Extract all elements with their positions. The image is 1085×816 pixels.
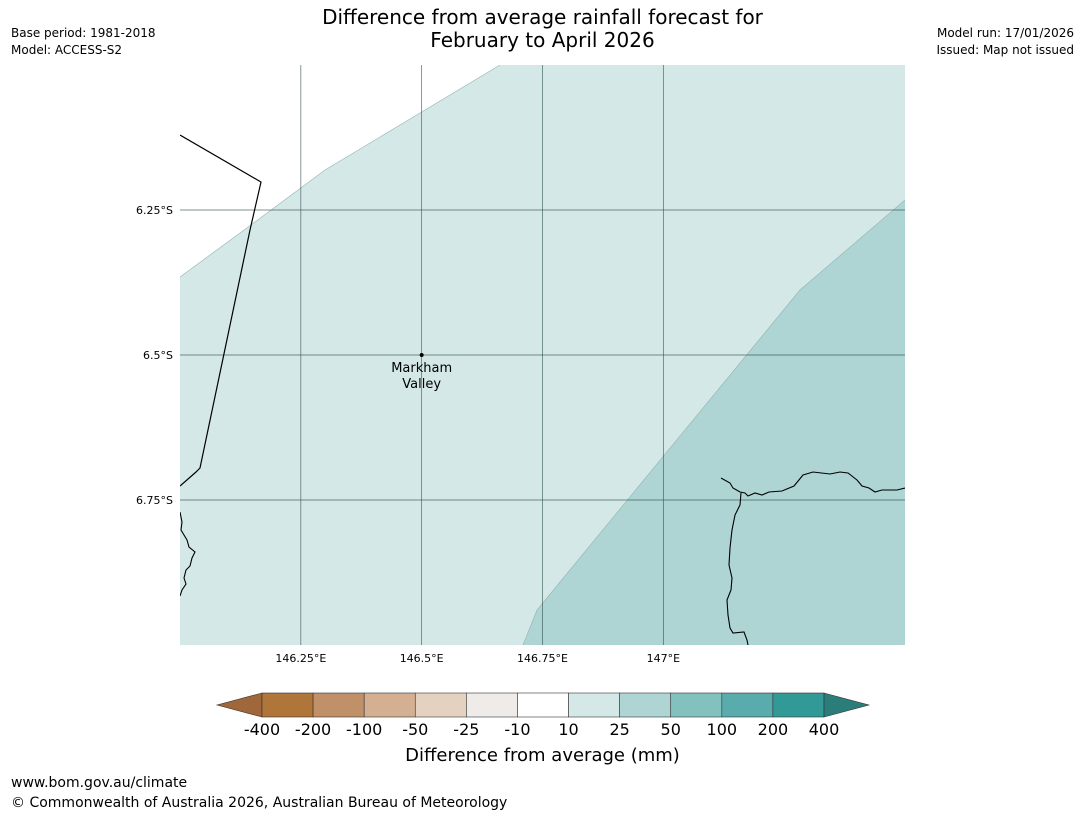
colorbar-segment-1	[312, 692, 365, 718]
location-label-line-1: Markham	[391, 361, 452, 376]
title-line-2: February to April 2026	[430, 28, 655, 52]
colorbar-segment-7	[619, 692, 672, 718]
river-line	[726, 492, 749, 645]
lon-tick-label-0: 146.25°E	[275, 652, 326, 665]
colorbar-label-7: 25	[609, 720, 630, 739]
lat-tick-label-2: 6.75°S	[136, 494, 173, 507]
colorbar-segment-4	[466, 692, 518, 718]
colorbar-label-11: 400	[808, 720, 840, 739]
colorbar-label-3: -50	[402, 720, 429, 739]
colorbar-label-9: 100	[706, 720, 738, 739]
coastline-east	[720, 471, 905, 497]
issued-text: Issued: Map not issued	[936, 43, 1074, 57]
colorbar-segment-9	[721, 692, 774, 718]
colorbar-label-10: 200	[757, 720, 789, 739]
colorbar-label-4: -25	[453, 720, 480, 739]
colorbar-segment-0	[261, 692, 314, 718]
lat-tick-label-0: 6.25°S	[136, 204, 173, 217]
meta-left: Base period: 1981-2018 Model: ACCESS-S2	[11, 25, 156, 59]
colorbar-label-2: -100	[346, 720, 383, 739]
colorbar-label-5: -10	[504, 720, 531, 739]
footer-copyright: © Commonwealth of Australia 2026, Austra…	[11, 795, 508, 811]
rainfall-zone-25-50	[523, 200, 905, 645]
colorbar-label-0: -400	[243, 720, 281, 739]
lon-tick-label-3: 147°E	[647, 652, 680, 665]
colorbar-label-1: -200	[294, 720, 332, 739]
lon-tick-label-2: 146.75°E	[517, 652, 568, 665]
meta-right: Model run: 17/01/2026 Issued: Map not is…	[936, 25, 1074, 59]
colorbar-segment-10	[772, 692, 825, 718]
title-line-1: Difference from average rainfall forecas…	[322, 5, 763, 29]
colorbar-segment-2	[363, 692, 416, 718]
colorbar-arrow-low	[215, 692, 263, 718]
location-label-line-2: Valley	[402, 377, 441, 392]
location-marker	[419, 353, 424, 357]
colorbar-arrow-high	[823, 692, 871, 718]
colorbar-segment-5	[517, 692, 569, 718]
lon-tick-label-1: 146.5°E	[400, 652, 444, 665]
colorbar-label-6: 10	[558, 720, 579, 739]
colorbar-caption: Difference from average (mm)	[405, 745, 680, 766]
colorbar-labels: -400 -200 -100 -50 -25 -10 10 25 50 100 200 400	[0, 720, 1085, 740]
axis-tick-labels: 6.25°S 6.5°S 6.75°S 146.25°E 146.5°E 146.75°E…	[136, 204, 680, 665]
colorbar-segment-3	[414, 692, 467, 718]
gridlines	[180, 65, 905, 645]
colorbar-segment-6	[568, 692, 620, 718]
model-run-text: Model run: 17/01/2026	[936, 26, 1074, 40]
zone-boundary-line-2	[522, 199, 905, 645]
province-border	[180, 134, 262, 487]
map-title: Difference from average rainfall forecas…	[240, 6, 845, 52]
footer-url[interactable]: www.bom.gov.au/climate	[11, 775, 188, 791]
model-text: Model: ACCESS-S2	[11, 43, 123, 57]
lat-tick-label-1: 6.5°S	[143, 349, 173, 362]
zone-boundary-line	[180, 65, 501, 278]
colorbar-segment-8	[670, 692, 723, 718]
base-period-text: Base period: 1981-2018	[11, 26, 156, 40]
coastline-west	[180, 511, 196, 597]
colorbar-label-8: 50	[660, 720, 681, 739]
colorbar	[215, 692, 871, 718]
